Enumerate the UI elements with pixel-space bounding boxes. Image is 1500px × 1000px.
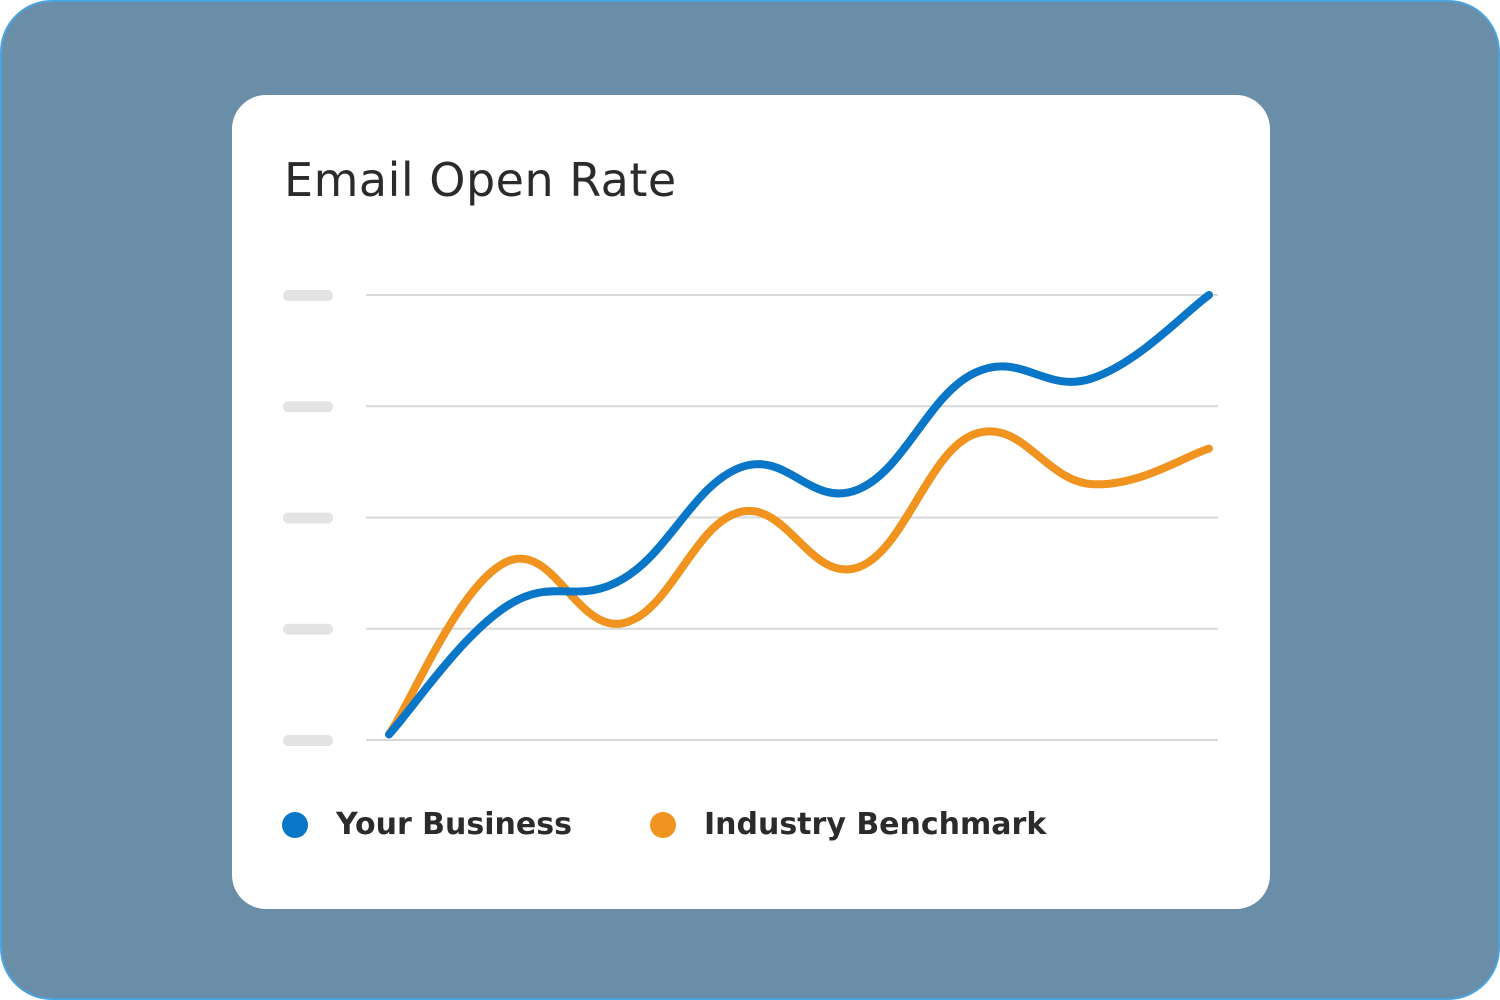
chart-legend: Your Business Industry Benchmark: [282, 807, 1046, 842]
legend-swatch-your-business: [282, 811, 308, 838]
legend-label-industry-benchmark: Industry Benchmark: [703, 807, 1047, 842]
chart-title: Email Open Rate: [284, 153, 677, 207]
y-tick-label-placeholder: [283, 290, 333, 301]
legend-swatch-industry-benchmark: [649, 811, 676, 838]
series-line-industry-benchmark: [385, 427, 1213, 739]
legend-item-industry-benchmark: Industry Benchmark: [649, 807, 1047, 842]
legend-label-your-business: Your Business: [336, 807, 572, 842]
y-tick-label-placeholder: [283, 512, 333, 524]
y-tick-label-placeholder: [283, 401, 333, 413]
y-tick-label-placeholder: [283, 623, 333, 635]
y-tick-label-placeholder: [283, 735, 333, 746]
series-line-your-business: [385, 291, 1213, 739]
legend-item-your-business: Your Business: [282, 807, 572, 842]
chart-card: Email Open Rate Your Business Industry B…: [232, 95, 1270, 909]
line-chart: [283, 290, 1218, 746]
